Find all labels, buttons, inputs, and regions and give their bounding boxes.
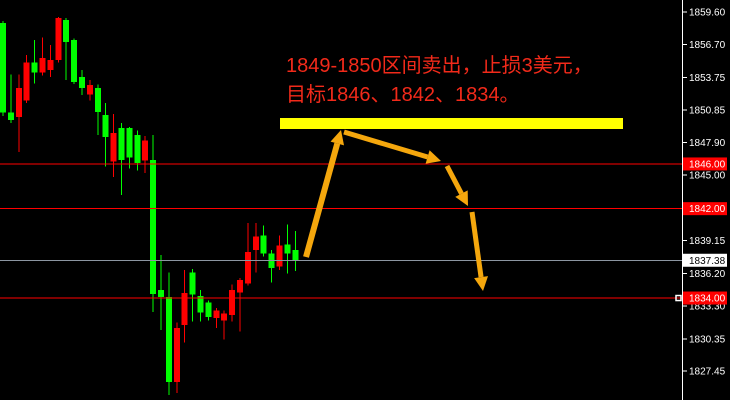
candle-bearish xyxy=(118,128,125,161)
candle-bearish xyxy=(134,134,141,163)
axis-tick-label: 1827.45 xyxy=(689,367,726,378)
candle-bullish xyxy=(23,62,30,101)
candle-bullish xyxy=(55,18,62,61)
candle-bullish xyxy=(276,245,283,267)
forecast-arrow-shaft[interactable] xyxy=(303,142,341,258)
axis-tick-label: 1836.20 xyxy=(689,269,726,280)
forecast-arrow-head[interactable] xyxy=(425,150,441,164)
candle-bullish xyxy=(39,57,46,73)
candle-bullish xyxy=(229,290,236,315)
axis-price-badge xyxy=(683,157,727,171)
axis-price-badge-label: 1842.00 xyxy=(689,204,726,215)
candle-bearish xyxy=(189,272,196,295)
annotation-line-1: 1849-1850区间卖出，止损3美元， xyxy=(286,55,593,77)
candle-bearish xyxy=(197,295,204,313)
candle-bullish xyxy=(86,85,93,95)
axis-price-badge-label: 1834.00 xyxy=(689,294,726,305)
axis-price-badge xyxy=(683,202,727,216)
candle-bullish xyxy=(15,87,22,118)
axis-tick-label: 1856.70 xyxy=(689,40,726,51)
axis-tick-label: 1850.85 xyxy=(689,105,726,116)
candle-bearish xyxy=(102,114,109,138)
candle-bearish xyxy=(165,296,172,382)
candle-bullish xyxy=(47,60,54,71)
candle-bearish xyxy=(292,249,299,261)
candle-bearish xyxy=(205,302,212,318)
candle-bearish xyxy=(150,160,157,295)
axis-price-badge-label: 1837.38 xyxy=(689,256,726,267)
candle-bullish xyxy=(142,140,149,161)
axis-tick-label: 1859.60 xyxy=(689,8,726,19)
candle-bearish xyxy=(79,76,85,88)
candle-bearish xyxy=(31,62,38,73)
candle-bullish xyxy=(110,133,117,162)
axis-tick-label: 1833.30 xyxy=(689,301,726,312)
candle-bullish xyxy=(213,310,220,319)
axis-price-badge-label: 1846.00 xyxy=(689,159,726,170)
forecast-arrow-head[interactable] xyxy=(330,130,345,146)
forecast-arrow-shaft[interactable] xyxy=(444,164,464,195)
annotation-line-2: 目标1846、1842、1834。 xyxy=(286,84,520,106)
candle-bearish xyxy=(158,290,164,297)
axis-price-badge xyxy=(683,291,727,305)
candle-bearish xyxy=(284,244,291,254)
forecast-arrow-shaft[interactable] xyxy=(469,211,484,278)
candle-bullish xyxy=(181,293,188,325)
axis-tick-label: 1839.15 xyxy=(689,236,726,247)
axis-tick-label: 1830.35 xyxy=(689,334,726,345)
candle-bearish xyxy=(126,128,133,158)
candle-bearish xyxy=(7,112,14,120)
axis-price-badge xyxy=(683,253,727,267)
candle-bearish xyxy=(63,19,70,43)
axis-tick-label: 1847.90 xyxy=(689,138,726,149)
annotation-text[interactable]: 1849-1850区间卖出，止损3美元， 目标1846、1842、1834。 xyxy=(286,52,593,110)
candle-bullish xyxy=(221,313,228,321)
candle-bearish xyxy=(94,87,101,113)
candle-bearish xyxy=(0,23,6,113)
forecast-arrow-head[interactable] xyxy=(474,276,489,291)
forecast-arrow-head[interactable] xyxy=(455,190,468,206)
axis-tick-label: 1845.00 xyxy=(689,171,726,182)
candle-bullish xyxy=(252,236,259,250)
candle-bearish xyxy=(71,39,78,82)
candle-bullish xyxy=(237,280,243,293)
sell-zone-highlight[interactable] xyxy=(280,118,623,129)
candle-bearish xyxy=(260,235,267,254)
forecast-arrow-shaft[interactable] xyxy=(343,129,429,160)
candle-bullish xyxy=(173,328,180,382)
candle-bullish xyxy=(244,252,251,284)
axis-tick-label: 1853.75 xyxy=(689,73,726,84)
level-drag-handle[interactable] xyxy=(675,294,682,302)
